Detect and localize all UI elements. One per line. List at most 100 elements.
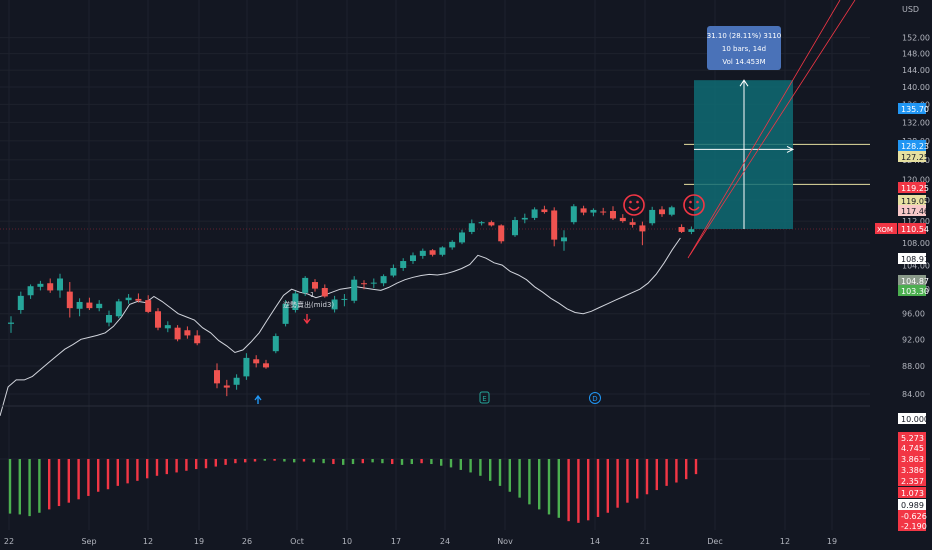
osc-tag-label: 0.989: [901, 501, 924, 510]
osc-bar: [508, 459, 511, 492]
candle: [106, 310, 112, 327]
y-tick-label: 96.00: [902, 310, 925, 319]
price-tag[interactable]: [898, 195, 926, 206]
projection-info-box[interactable]: [707, 26, 781, 70]
projection-box[interactable]: 31.10 (28.11%) 3110 10 bars, 14d Vol 14.45…: [694, 26, 795, 229]
trend-lines[interactable]: [687, 0, 856, 259]
projection-info-line: 10 bars, 14d: [722, 45, 766, 53]
price-tag[interactable]: [898, 275, 926, 286]
smiley-icon[interactable]: [683, 194, 705, 216]
candle-body: [361, 283, 367, 285]
candle-body: [263, 363, 269, 368]
candle: [649, 206, 656, 226]
osc-bar: [557, 459, 560, 518]
line-series: [0, 237, 681, 417]
dividend-event-icon[interactable]: [589, 392, 601, 404]
candle: [76, 298, 83, 317]
candle: [96, 300, 103, 312]
price-tag[interactable]: [898, 182, 926, 193]
candle-body: [668, 207, 675, 215]
candle: [570, 204, 577, 225]
smiley-face: [683, 194, 705, 216]
time-axis[interactable]: 22 Sep 12 19 26 Oct 10 17 24 Nov 14 21 Dec 12 19: [4, 537, 837, 546]
osc-bar: [567, 459, 570, 522]
candle-body: [243, 357, 250, 377]
osc-tag[interactable]: [898, 432, 926, 443]
osc-tag-label: 1.073: [901, 489, 924, 498]
price-tag[interactable]: [898, 103, 926, 114]
candle-body: [541, 209, 548, 213]
osc-tag[interactable]: [898, 442, 926, 453]
price-axis[interactable]: 84.0088.0092.0096.00100.00104.00108.0011…: [875, 34, 930, 399]
osc-tag[interactable]: [898, 413, 926, 424]
y-tick-label: 112.00: [902, 217, 930, 226]
candle: [66, 282, 73, 318]
osc-bar: [459, 459, 462, 470]
candle-body: [292, 293, 299, 311]
osc-bar: [97, 459, 100, 492]
symbol-tag[interactable]: [875, 222, 897, 234]
candle: [164, 321, 171, 333]
price-tag[interactable]: [898, 253, 926, 264]
candle-body: [649, 209, 656, 224]
candle: [184, 326, 191, 339]
osc-tag[interactable]: [898, 453, 926, 464]
smiley-icon[interactable]: [623, 194, 645, 216]
earnings-event-icon[interactable]: [479, 391, 490, 404]
smiley-face: [623, 194, 645, 216]
osc-bar: [440, 459, 443, 466]
candle-body: [629, 222, 636, 225]
candle: [292, 291, 299, 313]
candle: [57, 273, 63, 298]
last-price-tag[interactable]: [898, 222, 926, 234]
oscillator-pane: [0, 458, 870, 523]
osc-bar: [636, 459, 639, 499]
candle-body: [8, 322, 14, 324]
candle: [629, 218, 636, 228]
osc-tag[interactable]: [898, 487, 926, 498]
osc-bar: [87, 459, 90, 496]
candle-body: [312, 282, 318, 289]
candle-body: [76, 301, 83, 309]
price-tag[interactable]: [898, 140, 926, 151]
price-tag[interactable]: [898, 151, 926, 162]
price-tag-label: 117.46: [901, 207, 929, 216]
candle-body: [478, 222, 485, 224]
candle-body: [459, 232, 465, 243]
candle: [590, 208, 597, 217]
candle: [351, 276, 358, 304]
candle-body: [468, 223, 475, 232]
price-tag[interactable]: [898, 285, 926, 296]
price-pane[interactable]: 31.10 (28.11%) 3110 10 bars, 14d Vol 14.45…: [0, 0, 870, 417]
smiley-eye: [696, 200, 699, 204]
price-tag-label: 103.30: [901, 287, 929, 296]
osc-tag[interactable]: [898, 475, 926, 486]
candle-body: [531, 209, 538, 218]
osc-tag[interactable]: [898, 510, 926, 521]
candle: [600, 207, 607, 216]
osc-bar: [185, 459, 188, 471]
trend-line-lower[interactable]: [687, 0, 841, 259]
candle: [380, 274, 387, 287]
price-tag[interactable]: [898, 205, 926, 216]
candle: [253, 355, 260, 368]
osc-bar: [479, 459, 482, 476]
trend-line-upper[interactable]: [689, 0, 856, 256]
price-tag-label: 119.25: [901, 184, 929, 193]
candle-body: [580, 208, 587, 213]
osc-bar: [489, 459, 492, 481]
candle-body: [174, 327, 181, 340]
osc-tag[interactable]: [898, 464, 926, 475]
candle: [619, 214, 626, 223]
osc-tag[interactable]: [898, 520, 926, 531]
osc-tag[interactable]: [898, 499, 926, 510]
y-tick-label: 152.00: [902, 34, 930, 43]
candle: [341, 294, 348, 307]
x-tick-label: 10: [342, 537, 352, 546]
osc-bar: [518, 459, 521, 498]
candle: [214, 363, 220, 389]
osc-bar: [195, 459, 198, 470]
